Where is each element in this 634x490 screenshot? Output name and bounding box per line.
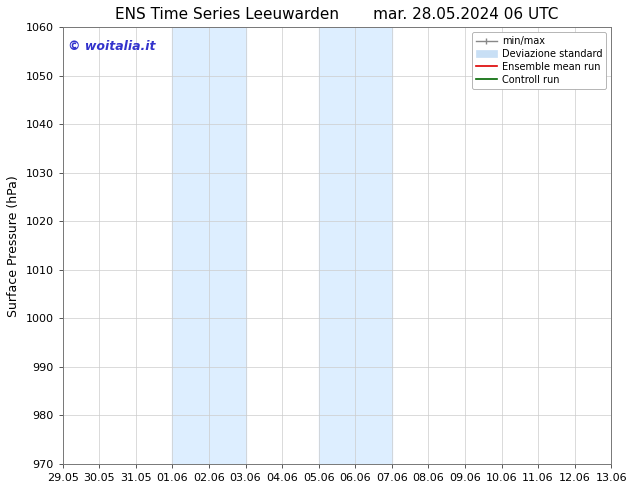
Text: © woitalia.it: © woitalia.it [68, 40, 155, 53]
Bar [172, 27, 245, 464]
Y-axis label: Surface Pressure (hPa): Surface Pressure (hPa) [7, 175, 20, 317]
Title: ENS Time Series Leeuwarden       mar. 28.05.2024 06 UTC: ENS Time Series Leeuwarden mar. 28.05.20… [115, 7, 559, 22]
Bar [319, 27, 392, 464]
Legend: min/max, Deviazione standard, Ensemble mean run, Controll run: min/max, Deviazione standard, Ensemble m… [472, 32, 606, 89]
